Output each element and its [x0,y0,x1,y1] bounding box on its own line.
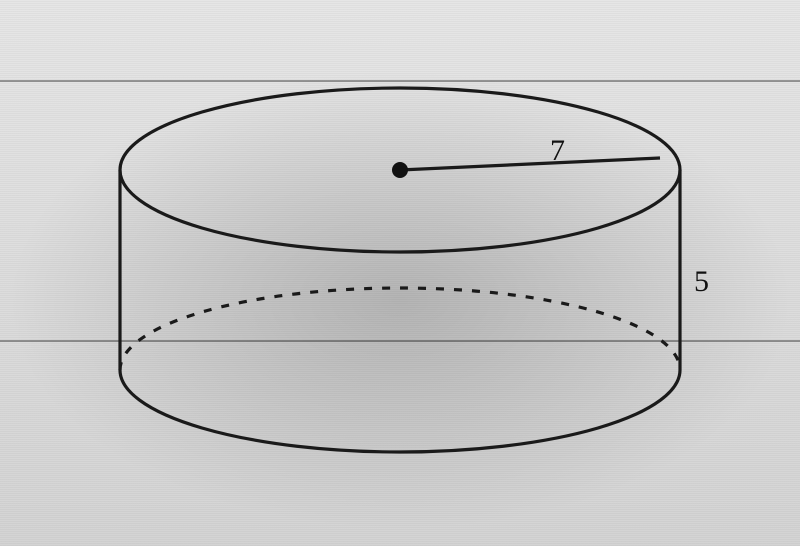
bottom-ellipse-back [120,288,680,370]
radius-line [400,158,660,170]
cylinder-diagram [0,0,800,546]
radius-label: 7 [550,134,565,168]
height-label: 5 [694,265,709,299]
center-dot-icon [392,162,408,178]
bottom-ellipse-front [120,370,680,452]
